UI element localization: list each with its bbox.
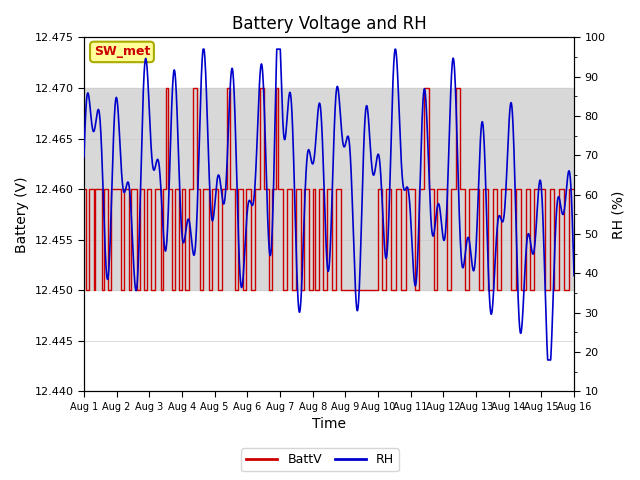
Legend: BattV, RH: BattV, RH [241, 448, 399, 471]
Title: Battery Voltage and RH: Battery Voltage and RH [232, 15, 426, 33]
X-axis label: Time: Time [312, 418, 346, 432]
Y-axis label: RH (%): RH (%) [611, 190, 625, 239]
Y-axis label: Battery (V): Battery (V) [15, 176, 29, 252]
Text: SW_met: SW_met [94, 46, 150, 59]
Bar [84, 88, 574, 290]
